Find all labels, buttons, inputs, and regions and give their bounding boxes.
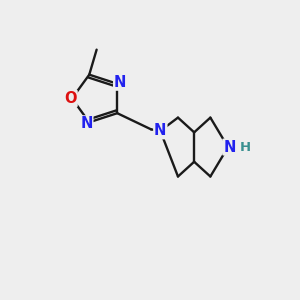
Text: N: N (80, 116, 92, 131)
Text: N: N (154, 123, 167, 138)
Text: O: O (64, 91, 77, 106)
Text: N: N (223, 140, 236, 154)
Text: N: N (114, 75, 126, 90)
Text: H: H (240, 141, 251, 154)
